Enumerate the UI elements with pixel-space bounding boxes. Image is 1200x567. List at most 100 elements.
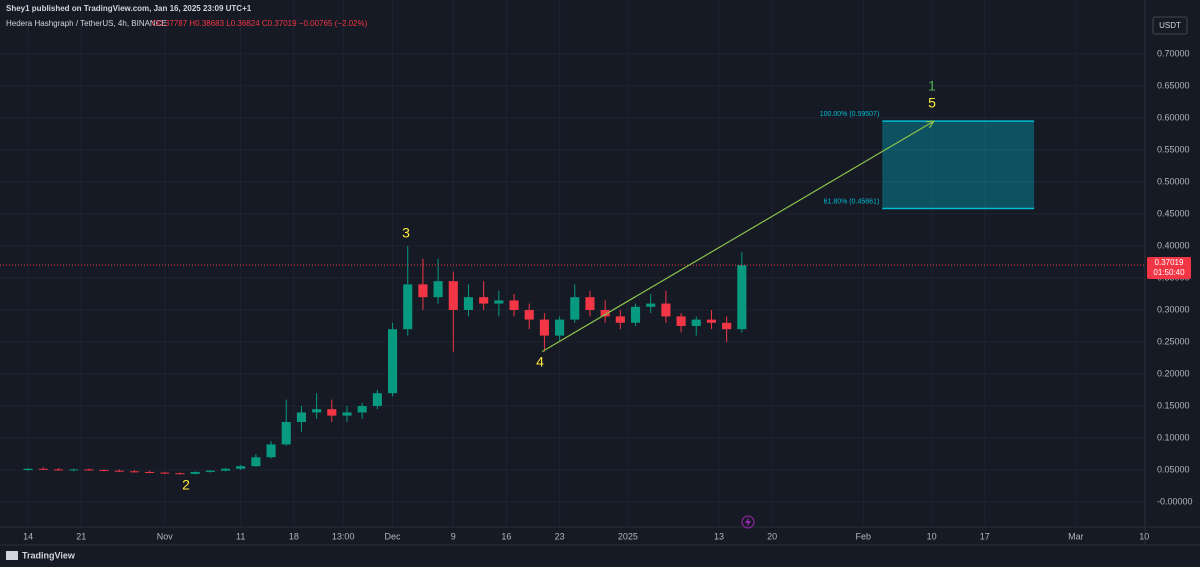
candle-body [84,469,94,471]
candle-body [615,316,625,323]
wave-label: 4 [536,354,544,370]
x-tick-label: 2025 [618,531,638,541]
event-icon[interactable] [741,515,755,529]
trend-arrow [541,120,935,353]
candle-body [661,303,671,317]
x-tick-label: 10 [927,531,937,541]
candle-body [448,281,458,310]
candle-body [99,470,109,472]
candle-body [387,329,398,394]
wave-label: 3 [402,225,410,241]
plot [23,245,747,475]
y-tick-label: 0.05000 [1157,464,1190,474]
candle-body [722,322,732,330]
candle-body [630,306,641,323]
candle-body [220,468,231,471]
brand: TradingView [22,550,76,560]
y-tick-label: 0.65000 [1157,80,1190,90]
y-tick-label: 0.30000 [1157,304,1190,314]
y-tick-label: 0.40000 [1157,240,1190,250]
y-tick-label: 0.45000 [1157,208,1190,218]
y-tick-label: 0.60000 [1157,112,1190,122]
y-tick-label: 0.70000 [1157,48,1190,58]
y-tick-label: -0.00000 [1157,496,1193,506]
candle-body [494,300,504,304]
candle-body [570,297,580,320]
candle-body [342,412,352,416]
last-price: 0.37019 [1155,258,1184,267]
y-tick-label: 0.10000 [1157,432,1190,442]
candle-body [160,472,170,474]
x-tick-label: 23 [555,531,565,541]
x-tick-label: 10 [1139,531,1149,541]
ohlc: O0.37787 H0.38683 L0.36824 C0.37019 −0.0… [152,19,368,28]
candle-body [145,471,155,473]
candle-body [114,470,124,472]
y-tick-label: 0.15000 [1157,400,1190,410]
x-tick-label: 21 [76,531,86,541]
candle-body [676,316,686,326]
y-tick-label: 0.50000 [1157,176,1190,186]
x-tick-label: 9 [451,531,456,541]
x-tick-label: 16 [501,531,511,541]
candle-body [296,412,306,423]
x-tick-label: Nov [157,531,174,541]
candle-body [524,309,534,320]
fib-label: 100.00% (0.59507) [820,111,880,118]
candle-body [327,409,337,416]
candle-body [403,284,413,330]
brand-logo [6,551,18,560]
candle-body [205,470,215,472]
candle-body [418,284,428,298]
candle-body [646,303,656,307]
candle-body [706,319,717,323]
candle-body [251,457,261,467]
countdown: 01:50:40 [1153,268,1185,277]
candle-body [69,469,79,471]
event-bolt [745,517,751,527]
candle-body [129,471,139,473]
currency: USDT [1159,21,1181,30]
x-tick-label: 18 [289,531,299,541]
candle-body [23,468,33,471]
candle-body [236,466,246,469]
y-tick-label: 0.20000 [1157,368,1190,378]
candle-body [479,297,489,304]
candle-body [509,300,519,310]
fib-label: 61.80% (0.45861) [824,198,880,205]
last-price-box [1147,257,1191,280]
wave-label: 1 [928,78,936,94]
currency-box [1152,16,1188,35]
candle-body [38,468,48,470]
symbol: Hedera Hashgraph / TetherUS, 4h, BINANCE [6,19,167,28]
candle-body [463,297,474,310]
x-tick-label: 11 [236,531,245,541]
candle-body [691,319,701,326]
y-tick-label: 0.55000 [1157,144,1190,154]
arrow-head [925,120,936,129]
x-tick-label: 17 [980,531,990,541]
candle-body [312,409,322,413]
candle-body [600,309,610,317]
x-tick-label: 14 [23,531,33,541]
grid [0,0,1145,527]
fib-zone [882,121,1035,209]
x-tick-label: 13:00 [332,531,355,541]
candle-body [433,281,443,298]
wave-label: 2 [182,477,190,493]
wave-label: 5 [928,95,936,111]
candle-body [585,297,595,310]
candle-body [539,319,549,336]
candle-body [266,444,276,458]
x-tick-label: 20 [767,531,777,541]
candle-body [555,319,565,336]
x-tick-label: Mar [1068,531,1084,541]
candle-body [357,406,367,413]
candle-body [281,422,291,445]
candle-body [190,471,200,474]
x-tick-label: 13 [714,531,724,541]
candle-body [53,469,64,471]
